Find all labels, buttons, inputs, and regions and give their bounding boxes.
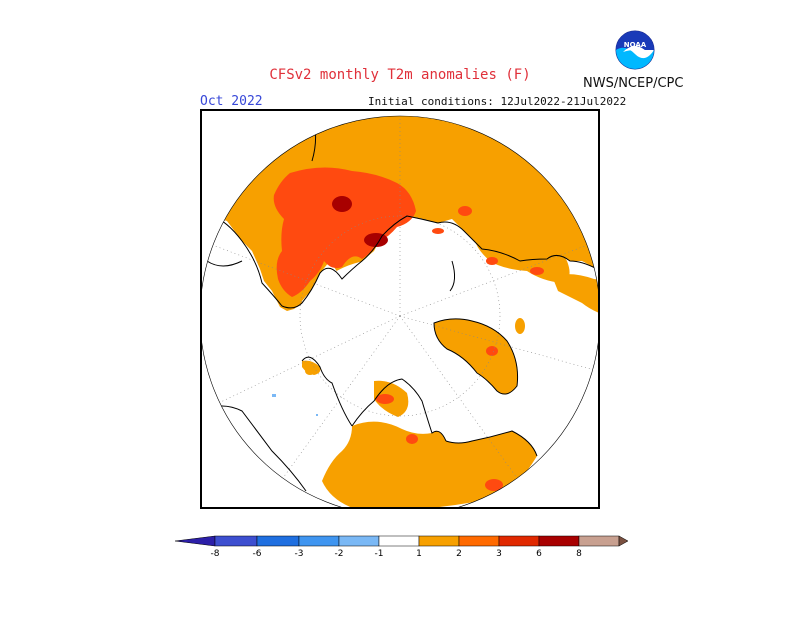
colorbar-swatch-4 xyxy=(338,535,380,547)
colorbar-tick: 2 xyxy=(456,549,462,559)
colorbar-swatch-6 xyxy=(418,535,460,547)
anomaly-peak-1 xyxy=(332,196,352,212)
polar-map xyxy=(200,109,600,509)
colorbar-tick: 3 xyxy=(496,549,502,559)
negative-spot-2 xyxy=(316,414,318,416)
anomaly-spot-na-2 xyxy=(485,479,503,491)
colorbar-tick: -2 xyxy=(335,549,344,559)
colorbar-swatch-9 xyxy=(538,535,580,547)
colorbar-swatch-2 xyxy=(256,535,300,547)
colorbar: -8 -6 -3 -2 -1 1 2 3 6 8 xyxy=(174,535,629,559)
colorbar-arrow-left xyxy=(174,535,216,547)
noaa-logo: NOAA xyxy=(615,30,655,70)
anomaly-spot-baffin xyxy=(515,318,525,334)
colorbar-swatches xyxy=(174,535,629,547)
colorbar-swatch-1 xyxy=(214,535,258,547)
graticule xyxy=(202,116,598,507)
anomaly-spot-europe xyxy=(376,394,394,404)
colorbar-ticks: -8 -6 -3 -2 -1 1 2 3 6 8 xyxy=(211,549,583,559)
forecast-month: Oct 2022 xyxy=(200,94,263,109)
colorbar-tick: -3 xyxy=(295,549,304,559)
anomaly-spot-6 xyxy=(530,267,544,275)
colorbar-swatch-3 xyxy=(298,535,340,547)
map-title: CFSv2 monthly T2m anomalies (F) xyxy=(269,67,531,83)
anomaly-region-alaska xyxy=(474,225,570,283)
colorbar-swatch-10 xyxy=(578,535,620,547)
colorbar-tick: -6 xyxy=(253,549,262,559)
colorbar-swatch-8 xyxy=(498,535,540,547)
colorbar-arrow-right xyxy=(618,535,629,547)
logo-text: NOAA xyxy=(624,41,647,49)
colorbar-tick: -1 xyxy=(375,549,384,559)
colorbar-tick: 8 xyxy=(576,549,582,559)
anomaly-region-canada-east xyxy=(552,274,598,316)
colorbar-swatch-5 xyxy=(378,535,420,547)
anomaly-region-north-america xyxy=(322,421,537,507)
anomaly-spot-greenland xyxy=(486,346,498,356)
colorbar-tick: 6 xyxy=(536,549,542,559)
colorbar-swatch-7 xyxy=(458,535,500,547)
agency-label: NWS/NCEP/CPC xyxy=(583,76,684,91)
globe-outline xyxy=(202,115,598,507)
anomaly-spot-3 xyxy=(432,228,444,234)
anomaly-spot-na-1 xyxy=(406,434,418,444)
colorbar-tick: -8 xyxy=(211,549,220,559)
anomaly-spot-5 xyxy=(486,257,498,265)
anomaly-region-greenland xyxy=(434,318,518,395)
initial-conditions: Initial conditions: 12Jul2022-21Jul2022 xyxy=(368,95,627,108)
anomaly-spot-alaska-w xyxy=(305,367,315,375)
polar-map-svg xyxy=(202,115,598,507)
colorbar-tick: 1 xyxy=(416,549,422,559)
negative-spot-1 xyxy=(272,394,276,397)
anomaly-spot-4 xyxy=(458,206,472,216)
